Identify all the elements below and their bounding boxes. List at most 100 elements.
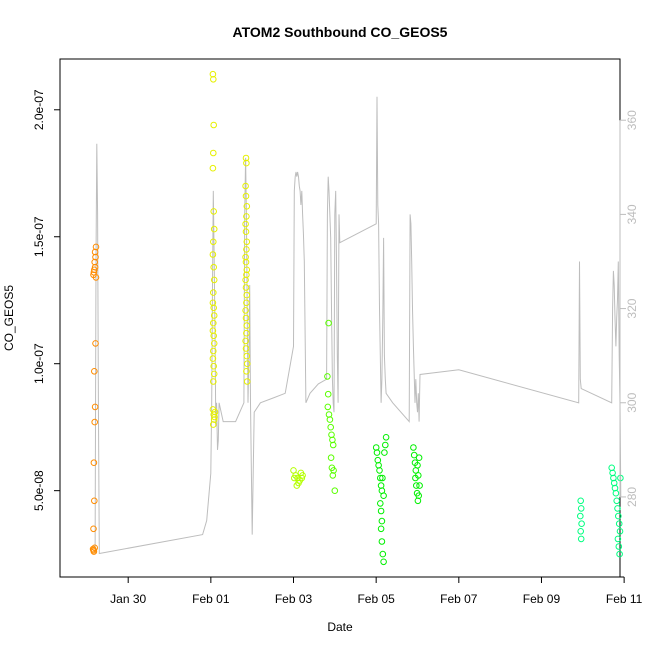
data-point bbox=[92, 274, 100, 281]
data-point bbox=[210, 76, 217, 83]
data-point bbox=[577, 505, 585, 512]
data-point bbox=[210, 208, 217, 215]
data-point bbox=[577, 535, 585, 543]
data-point bbox=[210, 121, 217, 129]
data-point bbox=[329, 441, 337, 449]
right-tick-label: 300 bbox=[625, 392, 639, 412]
data-point bbox=[414, 462, 421, 469]
data-point bbox=[415, 492, 423, 500]
data-point bbox=[380, 492, 387, 500]
data-point bbox=[210, 238, 217, 246]
data-point bbox=[242, 337, 249, 345]
data-point bbox=[327, 423, 335, 431]
data-point bbox=[410, 444, 417, 451]
y-axis-label: CO_GEOS5 bbox=[2, 285, 16, 351]
right-tick-label: 340 bbox=[625, 204, 639, 224]
data-point bbox=[379, 550, 387, 558]
data-point bbox=[210, 289, 217, 296]
data-point bbox=[209, 164, 217, 172]
data-point bbox=[210, 312, 218, 319]
data-point bbox=[382, 434, 390, 441]
data-point bbox=[615, 543, 623, 550]
x-tick-label: Feb 07 bbox=[440, 592, 478, 606]
data-point bbox=[90, 548, 98, 555]
data-point bbox=[242, 228, 250, 235]
data-point bbox=[324, 403, 332, 411]
data-point bbox=[378, 538, 386, 545]
data-point bbox=[578, 520, 585, 528]
data-point bbox=[91, 544, 98, 552]
data-point bbox=[90, 459, 98, 467]
data-point bbox=[415, 454, 423, 462]
data-point bbox=[90, 525, 97, 533]
x-axis: Jan 30 Feb 01 Feb 03 Feb 05 Feb 07 Feb 09 Feb … bbox=[110, 576, 643, 606]
data-point bbox=[243, 213, 250, 220]
data-point bbox=[577, 528, 585, 535]
data-point bbox=[211, 408, 219, 416]
data-point bbox=[242, 192, 250, 200]
data-point bbox=[242, 182, 249, 190]
data-point bbox=[331, 487, 339, 495]
data-point bbox=[243, 368, 250, 375]
data-point bbox=[242, 220, 249, 228]
data-point bbox=[210, 340, 218, 347]
data-point bbox=[243, 378, 251, 385]
data-point bbox=[210, 263, 217, 271]
points-layer bbox=[89, 70, 624, 566]
data-point bbox=[210, 225, 218, 233]
data-point bbox=[243, 159, 250, 167]
y-axis: 5.0e-08 1.0e-07 1.5e-07 2.0e-07 bbox=[32, 89, 61, 511]
data-point bbox=[91, 403, 99, 411]
x-tick-label: Jan 30 bbox=[110, 592, 146, 606]
data-point bbox=[329, 472, 337, 479]
data-point bbox=[612, 489, 620, 497]
right-tick-label: 320 bbox=[625, 298, 639, 318]
data-point bbox=[416, 482, 423, 489]
x-axis-label: Date bbox=[327, 620, 353, 634]
data-point bbox=[577, 512, 584, 520]
data-point bbox=[376, 467, 383, 474]
x-tick-label: Feb 09 bbox=[523, 592, 561, 606]
plot-area-border bbox=[59, 58, 621, 578]
data-point bbox=[614, 505, 621, 512]
data-point bbox=[381, 449, 388, 456]
data-point bbox=[210, 378, 217, 385]
data-point bbox=[613, 497, 621, 505]
data-point bbox=[242, 314, 250, 322]
data-point bbox=[378, 517, 386, 525]
data-point bbox=[243, 266, 251, 274]
data-point bbox=[324, 390, 332, 398]
data-point bbox=[326, 416, 334, 423]
data-point bbox=[242, 253, 249, 261]
data-point bbox=[577, 497, 585, 505]
data-point bbox=[243, 291, 251, 299]
data-point bbox=[209, 299, 217, 307]
data-point bbox=[614, 535, 622, 543]
data-point bbox=[380, 558, 387, 566]
data-point bbox=[327, 454, 335, 462]
x-tick-label: Feb 11 bbox=[606, 592, 643, 606]
right-axis-series-line bbox=[94, 96, 622, 555]
data-point bbox=[242, 276, 249, 284]
data-point bbox=[242, 345, 250, 352]
data-point bbox=[91, 418, 98, 426]
data-point bbox=[379, 474, 386, 482]
data-point bbox=[377, 474, 384, 482]
x-tick-label: Feb 01 bbox=[192, 592, 230, 606]
data-point bbox=[299, 472, 306, 479]
data-point bbox=[243, 329, 250, 337]
data-point bbox=[210, 370, 218, 378]
data-point bbox=[325, 319, 332, 327]
data-point bbox=[330, 467, 337, 474]
data-point bbox=[210, 304, 217, 312]
data-point bbox=[209, 355, 217, 362]
data-point bbox=[242, 258, 250, 266]
data-point bbox=[243, 322, 251, 329]
data-point bbox=[210, 421, 217, 428]
data-point bbox=[373, 449, 381, 456]
data-point bbox=[210, 149, 217, 157]
data-point bbox=[377, 525, 385, 533]
data-point bbox=[615, 512, 622, 520]
data-point bbox=[616, 528, 624, 535]
